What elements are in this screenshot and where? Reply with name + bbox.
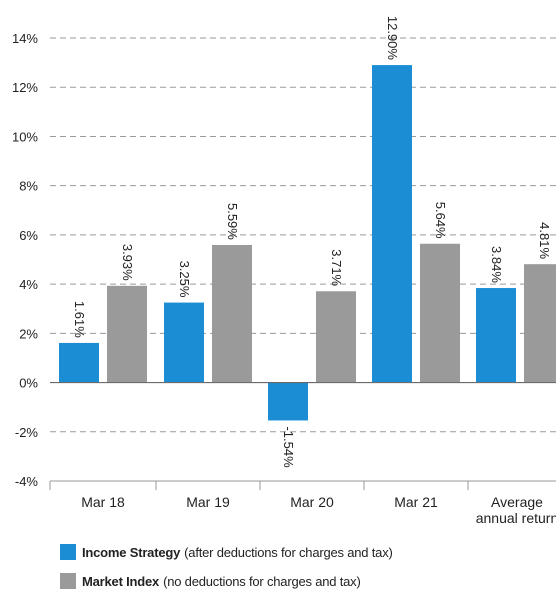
legend-desc-income-strategy: (after deductions for charges and tax) xyxy=(184,544,393,560)
bar-value-label: 12.90% xyxy=(385,16,400,61)
legend-item-income-strategy: Income Strategy (after deductions for ch… xyxy=(60,544,393,560)
bar-income-strategy xyxy=(372,65,412,383)
bar-value-label: 4.81% xyxy=(537,222,552,259)
bar-market-index xyxy=(212,244,252,383)
bar-value-label: 3.25% xyxy=(177,261,192,298)
y-tick-label: -4% xyxy=(15,474,39,489)
bar-value-label: 3.93% xyxy=(120,244,135,281)
bar-market-index xyxy=(316,291,356,383)
y-tick-label: 6% xyxy=(19,228,38,243)
legend-swatch-income-strategy xyxy=(60,544,76,560)
legend-desc-market-index: (no deductions for charges and tax) xyxy=(163,573,361,589)
y-axis-tick-labels: 14% 12% 10% 8% 6% 4% 2% 0% -2% -4% xyxy=(12,31,38,489)
bar-income-strategy xyxy=(59,342,99,383)
bar-income-strategy xyxy=(164,302,204,383)
bar-market-index xyxy=(107,285,147,383)
y-tick-label: 14% xyxy=(12,31,38,46)
bar-income-strategy xyxy=(476,288,516,383)
y-tick-label: 0% xyxy=(19,376,38,391)
bar-value-label: 3.71% xyxy=(329,249,344,286)
bars xyxy=(59,65,556,421)
legend-name-income-strategy: Income Strategy xyxy=(82,544,181,560)
x-category-label: Mar 20 xyxy=(290,494,334,510)
bar-data-labels: 1.61% 3.93% 3.25% 5.59% -1.54% 3.71% 12.90% 5.6… xyxy=(72,16,552,468)
legend-item-market-index: Market Index (no deductions for charges … xyxy=(60,573,361,589)
legend-name-market-index: Market Index xyxy=(82,573,160,589)
bar-income-strategy xyxy=(268,382,308,421)
y-tick-label: 10% xyxy=(12,129,38,144)
bar-value-label: -1.54% xyxy=(281,426,296,468)
y-tick-label: 8% xyxy=(19,179,38,194)
bar-chart: 14% 12% 10% 8% 6% 4% 2% 0% -2% -4% 1.61% 3.93% 3.25… xyxy=(12,16,556,526)
y-tick-label: 2% xyxy=(19,326,38,341)
legend-swatch-market-index xyxy=(60,573,76,589)
x-axis: Mar 18 Mar 19 Mar 20 Mar 21 Average annual re… xyxy=(49,381,556,526)
bar-value-label: 5.59% xyxy=(225,203,240,240)
bar-market-index xyxy=(420,243,460,383)
bar-value-label: 5.64% xyxy=(433,202,448,239)
bar-value-label: 3.84% xyxy=(489,246,504,283)
x-category-label: Average annual return xyxy=(476,494,556,526)
y-tick-label: -2% xyxy=(15,425,39,440)
y-tick-label: 4% xyxy=(19,277,38,292)
x-category-label: Mar 21 xyxy=(394,494,438,510)
x-category-label: Mar 19 xyxy=(186,494,230,510)
x-category-label: Mar 18 xyxy=(81,494,125,510)
y-tick-label: 12% xyxy=(12,80,38,95)
bar-value-label: 1.61% xyxy=(72,301,87,338)
bar-market-index xyxy=(524,264,556,383)
